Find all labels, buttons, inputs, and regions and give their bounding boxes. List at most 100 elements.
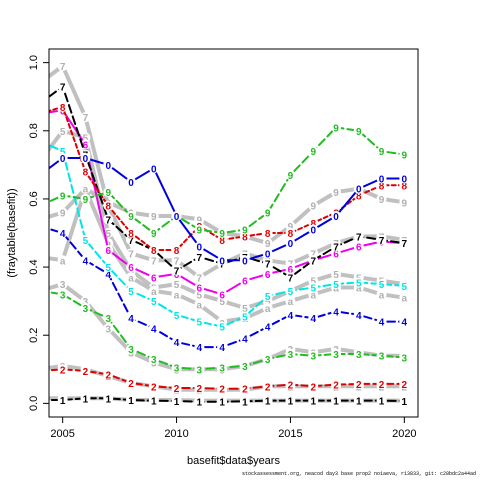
series-point-bg <box>126 262 136 273</box>
ghost-series-point-label: 5 <box>105 229 111 240</box>
series-point-label: 4 <box>265 323 271 334</box>
series-point-label: 8 <box>83 168 89 179</box>
series-point-bg <box>399 238 410 249</box>
series-point-label: 9 <box>197 226 203 237</box>
series-point-bg <box>126 228 136 238</box>
series-point-bg <box>353 241 364 252</box>
series-point-bg <box>217 383 228 394</box>
series-point-bg <box>376 316 387 327</box>
ghost-series-point-bg <box>57 61 68 72</box>
series-point-label: 6 <box>197 284 203 295</box>
series-point-bg <box>103 313 114 324</box>
series-point-label: 8 <box>402 181 408 192</box>
series-point-label: 4 <box>333 307 339 318</box>
series-point-label: 4 <box>288 311 294 322</box>
series-point-label: 0 <box>219 256 225 267</box>
series-point-bg <box>148 163 159 174</box>
series-point-label: 9 <box>83 195 89 206</box>
series-point-bg <box>126 343 136 354</box>
series-point-label: 5 <box>265 292 271 303</box>
series-point-label: 2 <box>310 382 316 393</box>
series-point-bg <box>194 396 205 407</box>
ghost-series-point-label: 9 <box>288 222 294 233</box>
ghost-series-point-label: a <box>310 290 316 301</box>
series-point-bg <box>285 309 296 320</box>
series-point-bg <box>331 348 341 359</box>
series-point-bg <box>308 395 319 406</box>
series-point-label: 0 <box>402 174 408 185</box>
x-tick-label: 2010 <box>164 428 188 440</box>
ghost-series-point-bg <box>171 289 182 300</box>
series-point-bg <box>285 348 296 359</box>
series-point-bg <box>171 395 182 406</box>
series-point-bg <box>80 393 91 404</box>
series-point-bg <box>103 262 114 273</box>
series-point-bg <box>217 255 228 266</box>
series-point-bg <box>194 251 205 262</box>
series-point-label: 6 <box>356 243 362 254</box>
series-point-bg <box>217 228 228 238</box>
ghost-series-point-bg <box>376 193 387 204</box>
ghost-series-point-bg <box>399 292 410 303</box>
series-point-label: 1 <box>242 397 248 408</box>
ghost-series-point-bg <box>308 200 319 211</box>
series-point-label: 8 <box>219 236 225 247</box>
series-point-label: 1 <box>197 398 203 409</box>
series-point-label: 5 <box>356 278 362 289</box>
y-tick-label: 0.6 <box>28 191 40 206</box>
series-point-label: 1 <box>333 397 339 408</box>
series-point-label: 3 <box>402 353 408 364</box>
series-point-bg <box>262 381 273 392</box>
series-point-bg <box>308 282 319 293</box>
ghost-series-point-label: 9 <box>265 239 271 250</box>
series-point-bg <box>308 255 319 266</box>
series-point-bg <box>57 289 68 300</box>
ghost-series-point-label: a <box>105 239 111 250</box>
series-point-bg <box>331 379 341 390</box>
x-axis-title: basefit$data$years <box>187 455 280 467</box>
series-point-bg <box>57 364 68 375</box>
ghost-series-point-label: 5 <box>174 280 180 291</box>
series-point-label: 8 <box>60 103 66 114</box>
x-tick-label: 2005 <box>50 428 74 440</box>
series-point-label: 5 <box>288 287 294 298</box>
series-point-label: 4 <box>151 324 157 335</box>
series-point-bg <box>376 279 387 290</box>
series-point-bg <box>80 153 91 164</box>
series-point-label: 3 <box>288 350 294 361</box>
series-point-bg <box>262 228 273 238</box>
series-point-bg <box>353 378 364 389</box>
series-point-bg <box>399 149 410 160</box>
series-point-label: 3 <box>219 364 225 375</box>
series-point-label: 1 <box>105 394 111 405</box>
series-point-label: 2 <box>379 380 385 391</box>
series-point-label: 1 <box>83 394 89 405</box>
series-point-label: 4 <box>402 318 408 329</box>
series-point-bg <box>148 354 159 365</box>
series-point-bg <box>171 210 182 221</box>
ghost-series-point-bg <box>376 289 387 300</box>
series-point-bg <box>331 122 341 133</box>
ghost-series-point-label: a <box>265 304 271 315</box>
series-point-bg <box>194 282 205 293</box>
series-point-label: 2 <box>402 380 408 391</box>
ghost-series-point-bg <box>80 183 91 194</box>
series-point-label: 1 <box>288 397 294 408</box>
ghost-series-point-bg <box>194 299 205 310</box>
series-point-label: 0 <box>265 249 271 260</box>
ghost-series-point-label: 9 <box>402 198 408 209</box>
series-point-label: 1 <box>60 396 66 407</box>
ghost-series-point-label: 5 <box>60 127 66 138</box>
series-point-bg <box>103 159 114 170</box>
series-point-label: 3 <box>265 355 271 366</box>
series-point-bg <box>148 381 159 392</box>
series-point-bg <box>80 166 91 177</box>
series-point-bg <box>217 289 228 300</box>
series-point-bg <box>103 393 114 404</box>
ghost-series-point-label: a <box>402 294 408 305</box>
series-point-label: 1 <box>356 397 362 408</box>
ghost-series-point-label: 5 <box>242 304 248 315</box>
ghost-series-point-label: 9 <box>333 188 339 199</box>
